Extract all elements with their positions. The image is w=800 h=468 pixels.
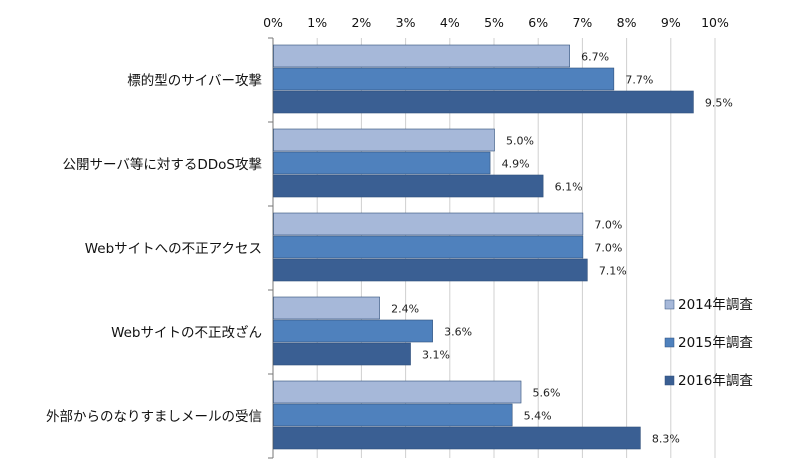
legend-label: 2016年調査 <box>678 373 753 389</box>
data-label: 4.9% <box>502 158 530 171</box>
x-tick-label: 6% <box>528 15 548 30</box>
bar <box>273 296 380 320</box>
bar <box>273 403 513 427</box>
category-label: Webサイトの不正改ざん <box>111 324 262 341</box>
category-label: 公開サーバ等に対するDDoS攻撃 <box>63 156 262 173</box>
data-label: 7.7% <box>625 74 653 87</box>
x-axis-ticks: 0% 1% 2% 3% 4% 5% 6% 7% 8% 9% 10% <box>263 15 729 30</box>
x-tick-label: 5% <box>484 15 504 30</box>
bar <box>273 67 615 91</box>
data-label: 5.6% <box>533 387 561 400</box>
x-tick-label: 0% <box>263 15 283 30</box>
x-tick-label: 2% <box>351 15 371 30</box>
data-label: 7.0% <box>594 242 622 255</box>
legend-label: 2014年調査 <box>678 297 753 313</box>
x-tick-label: 7% <box>572 15 592 30</box>
x-tick-label: 3% <box>396 15 416 30</box>
bar <box>273 319 433 343</box>
bar <box>273 426 641 450</box>
category-label: 外部からのなりすましメールの受信 <box>46 409 262 425</box>
bar <box>273 212 584 236</box>
bar <box>273 380 522 404</box>
data-label: 5.4% <box>524 410 552 423</box>
bar <box>273 174 544 198</box>
legend: 2014年調査 2015年調査 2016年調査 <box>664 297 753 389</box>
bars <box>273 44 694 450</box>
data-label: 6.7% <box>581 51 609 64</box>
x-tick-label: 1% <box>307 15 327 30</box>
bar <box>273 235 584 259</box>
data-label: 5.0% <box>506 135 534 148</box>
x-tick-label: 10% <box>701 15 729 30</box>
legend-swatch <box>664 337 675 348</box>
bar <box>273 342 411 366</box>
data-label: 2.4% <box>391 303 419 316</box>
x-tick-label: 8% <box>617 15 637 30</box>
legend-swatch <box>664 299 675 310</box>
data-label: 3.6% <box>444 326 472 339</box>
category-label: Webサイトへの不正アクセス <box>85 241 262 257</box>
data-label: 9.5% <box>705 97 733 110</box>
bar <box>273 128 495 152</box>
data-label: 3.1% <box>422 349 450 362</box>
data-labels: 6.7% 7.7% 9.5% 5.0% 4.9% 6.1% 7.0% 7.0% 7.1% 2.4%… <box>391 51 733 446</box>
x-tick-label: 4% <box>440 15 460 30</box>
x-tick-label: 9% <box>661 15 681 30</box>
data-label: 6.1% <box>555 181 583 194</box>
data-label: 8.3% <box>652 433 680 446</box>
legend-swatch <box>664 375 675 386</box>
bar <box>273 90 694 114</box>
category-label: 標的型のサイバー攻撃 <box>127 73 262 89</box>
bar <box>273 44 570 68</box>
legend-label: 2015年調査 <box>678 335 753 351</box>
data-label: 7.0% <box>594 219 622 232</box>
data-label: 7.1% <box>599 265 627 278</box>
bar <box>273 258 588 282</box>
bar <box>273 151 491 175</box>
